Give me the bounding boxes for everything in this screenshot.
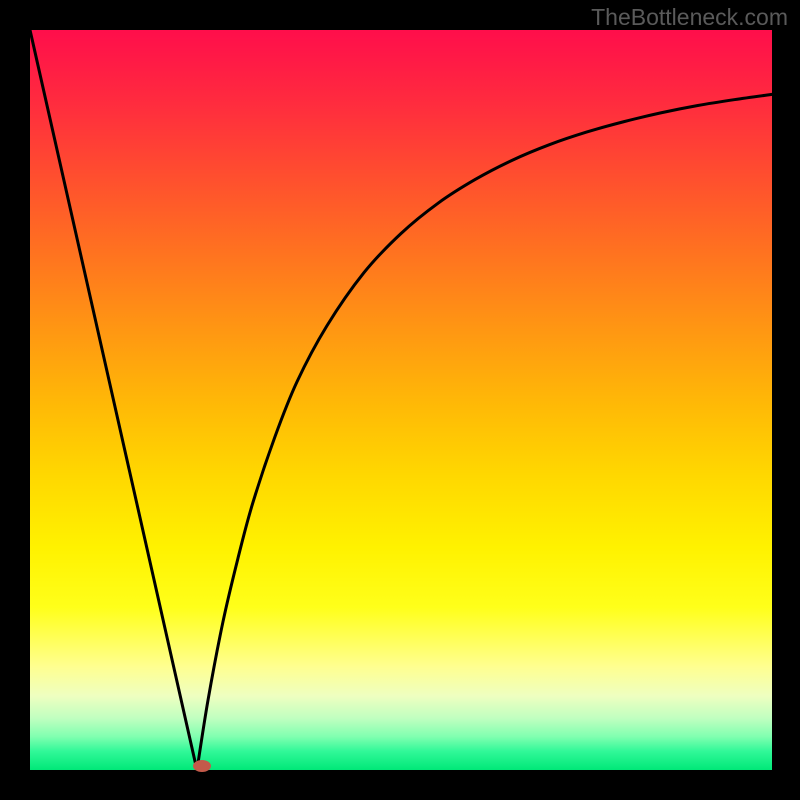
chart-container: TheBottleneck.com <box>0 0 800 800</box>
curve-overlay <box>0 0 800 800</box>
bottleneck-curve <box>30 30 772 770</box>
bottleneck-marker <box>193 760 211 772</box>
